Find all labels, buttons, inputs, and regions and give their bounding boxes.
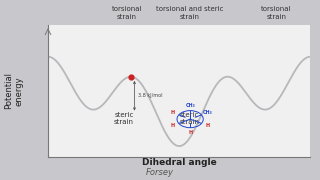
Text: torsional
strain: torsional strain [261, 6, 292, 20]
Text: H: H [206, 123, 210, 128]
Text: Forsey: Forsey [146, 168, 174, 177]
X-axis label: Dihedral angle: Dihedral angle [142, 158, 217, 167]
Text: H: H [171, 110, 175, 115]
Text: Potential
energy: Potential energy [4, 72, 24, 109]
Text: H: H [171, 123, 175, 128]
Text: steric
strain: steric strain [180, 112, 200, 125]
Text: steric
strain: steric strain [114, 112, 134, 125]
Text: torsional and steric
strain: torsional and steric strain [156, 6, 223, 20]
Text: H: H [188, 130, 192, 135]
Text: torsional
strain: torsional strain [111, 6, 142, 20]
Text: CH₃: CH₃ [203, 110, 212, 115]
Text: 3.8 kJ/mol: 3.8 kJ/mol [138, 93, 163, 98]
Text: CH₃: CH₃ [185, 103, 195, 108]
